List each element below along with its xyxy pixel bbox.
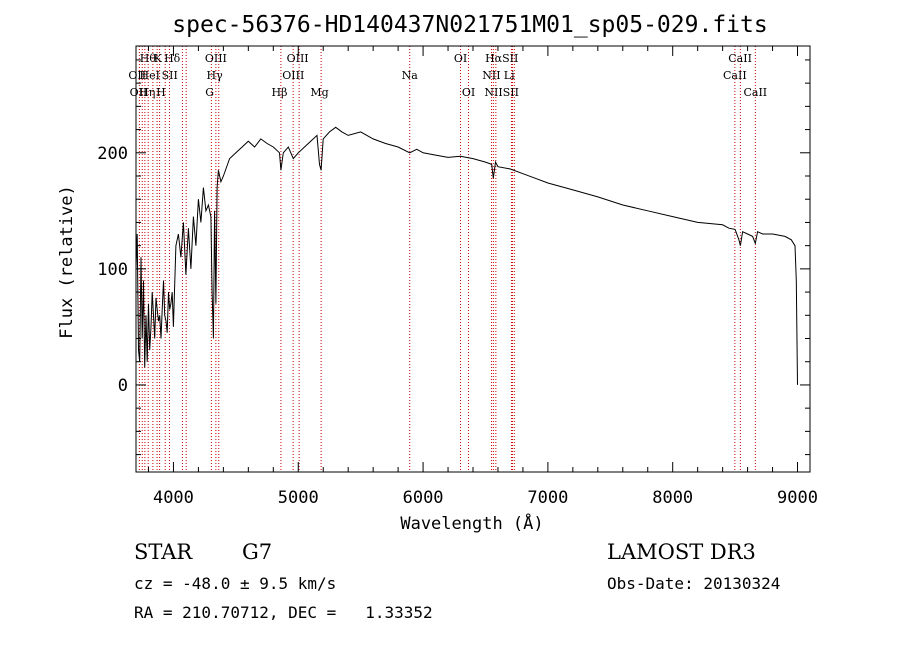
x-tick-label-5000: 5000: [278, 488, 319, 508]
spectrum-series-line: [135, 126, 798, 385]
line-label-1: K: [154, 52, 163, 65]
obs-date: Obs-Date: 20130324: [607, 574, 781, 593]
x-axis-ticks: 4000 5000 6000 7000 8000 9000: [147, 46, 818, 508]
line-label-5: OI: [454, 52, 467, 65]
survey-name: LAMOST DR3: [607, 540, 756, 564]
redshift-info: cz = -48.0 ± 9.5 km/s: [134, 574, 337, 593]
line-label-18: Hη: [139, 86, 155, 99]
object-type: STAR: [134, 540, 193, 564]
plot-frame: [135, 45, 811, 473]
line-label-23: OI: [462, 86, 475, 99]
line-label-13: Na: [402, 69, 419, 82]
x-tick-label-6000: 6000: [403, 488, 444, 508]
y-tick-label-0: 0: [118, 376, 128, 396]
line-label-25: CaII: [743, 86, 767, 99]
line-label-16: CaII: [723, 69, 747, 82]
line-label-0: Hθ: [140, 52, 157, 65]
spectral-subclass: G7: [242, 540, 273, 564]
line-label-20: G: [205, 86, 214, 99]
line-label-3: OIII: [205, 52, 227, 65]
x-tick-label-7000: 7000: [527, 488, 568, 508]
line-label-10: SII: [162, 69, 178, 82]
y-tick-label-200: 200: [97, 144, 128, 164]
line-label-15: Li: [504, 69, 515, 82]
y-axis-label: Flux (relative): [57, 185, 77, 339]
x-axis-label: Wavelength (Å): [400, 512, 543, 534]
line-label-17: OII: [130, 86, 148, 99]
line-label-22: Mg: [310, 86, 328, 99]
x-tick-label-8000: 8000: [652, 488, 693, 508]
line-label-11: Hγ: [207, 69, 224, 82]
coordinates: RA = 210.70712, DEC = 1.33352: [134, 603, 433, 622]
line-label-2: Hδ: [164, 52, 181, 65]
line-label-12: OIII: [282, 69, 304, 82]
x-tick-label-9000: 9000: [777, 488, 818, 508]
line-label-14: NII: [482, 69, 500, 82]
y-tick-label-100: 100: [97, 260, 128, 280]
spectral-line-markers: [138, 46, 756, 472]
line-label-8: OII: [128, 69, 146, 82]
chart-title: spec-56376-HD140437N021751M01_sp05-029.f…: [172, 12, 767, 38]
line-label-21: Hβ: [272, 86, 288, 99]
line-label-4: OIII: [287, 52, 309, 65]
line-label-7: CaII: [728, 52, 752, 65]
line-label-6: HαSII: [485, 52, 518, 65]
line-label-9: HeI: [140, 69, 160, 82]
y-axis-ticks: 0 100 200: [97, 59, 810, 456]
line-label-24: NIISII: [484, 86, 519, 99]
line-label-19: H: [156, 86, 166, 99]
x-tick-label-4000: 4000: [153, 488, 194, 508]
